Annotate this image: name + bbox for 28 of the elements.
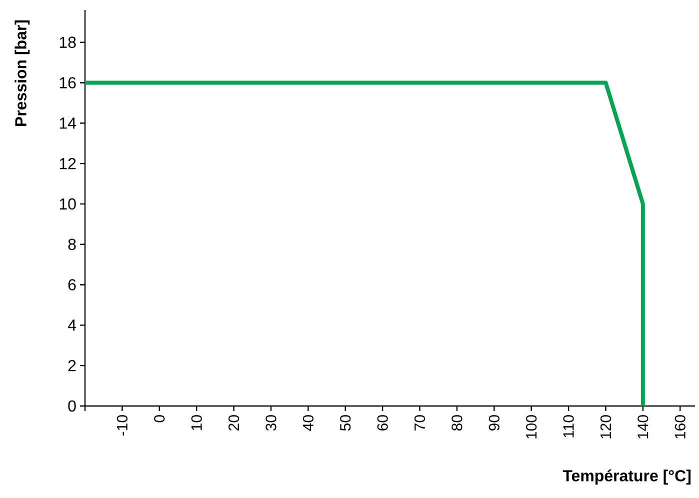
y-tick-label: 0 (68, 400, 76, 412)
x-tick-label: 10 (191, 415, 202, 430)
y-tick-label: 10 (60, 198, 76, 210)
x-tick-label: 160 (674, 415, 686, 438)
x-tick-label: 30 (266, 415, 276, 431)
x-tick-label: 80 (452, 415, 462, 431)
y-tick-label: 4 (68, 320, 76, 331)
y-tick-label: 8 (68, 238, 76, 250)
x-tick-label: -10 (116, 415, 128, 436)
y-axis-title: Pression [bar] (14, 20, 30, 126)
y-tick-label: 16 (60, 77, 76, 88)
x-tick-label: 90 (488, 415, 500, 430)
x-tick-label: 100 (526, 415, 537, 438)
x-tick-label: 0 (154, 415, 165, 422)
y-tick-label: 6 (68, 279, 76, 290)
x-tick-label: 40 (302, 415, 314, 431)
x-tick-label: 110 (563, 415, 574, 438)
y-tick-label: 12 (60, 158, 76, 170)
x-tick-label: 20 (228, 415, 240, 430)
x-tick-label: 50 (340, 415, 351, 431)
x-tick-label: 60 (377, 415, 388, 430)
y-tick-label: 18 (60, 36, 76, 48)
y-tick-label: 14 (60, 118, 76, 129)
x-tick-label: 70 (414, 415, 426, 430)
x-tick-label: 120 (600, 415, 612, 438)
y-tick-label: 2 (68, 360, 76, 372)
x-axis-title: Température [°C] (562, 470, 691, 485)
x-tick-label: 140 (638, 415, 648, 438)
